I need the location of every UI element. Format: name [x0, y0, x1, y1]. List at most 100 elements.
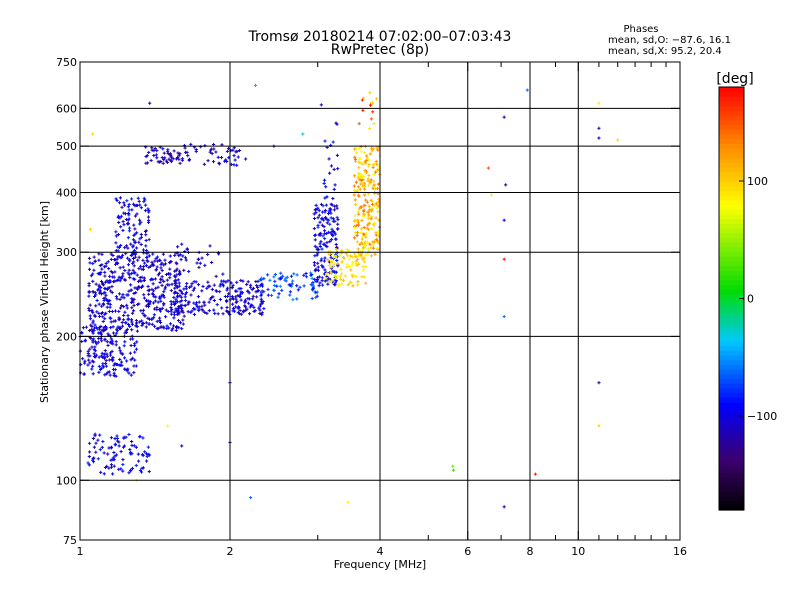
data-point	[150, 260, 154, 264]
data-point	[171, 327, 175, 331]
data-point	[156, 273, 160, 277]
data-point	[109, 320, 113, 324]
data-point	[156, 160, 160, 164]
colorbar-segment	[719, 162, 744, 168]
data-point	[262, 307, 266, 311]
x-tick-label: 10	[571, 545, 585, 558]
data-point	[597, 126, 601, 130]
data-point	[119, 243, 123, 248]
data-point	[221, 312, 225, 316]
data-point	[325, 195, 329, 199]
data-point	[368, 180, 372, 184]
data-point	[366, 247, 370, 251]
data-point	[251, 294, 255, 298]
data-point	[147, 299, 151, 303]
data-point	[245, 282, 249, 287]
data-point	[172, 310, 176, 314]
y-tick-label: 400	[56, 186, 77, 199]
data-point	[368, 242, 372, 246]
data-point	[93, 345, 97, 349]
colorbar-segment	[719, 270, 744, 276]
data-point	[357, 172, 361, 176]
data-point	[353, 252, 357, 256]
data-point	[192, 280, 196, 284]
data-point	[370, 227, 374, 231]
data-point	[146, 220, 151, 224]
data-point	[135, 273, 139, 277]
data-point	[119, 360, 124, 364]
colorbar-segment	[719, 448, 744, 455]
colorbar-segment	[719, 340, 744, 347]
data-point	[248, 285, 253, 289]
data-point	[180, 242, 184, 246]
data-point	[112, 275, 116, 279]
data-point	[125, 199, 129, 203]
data-point	[339, 277, 343, 281]
data-point	[211, 142, 216, 147]
colorbar-segment	[719, 500, 744, 506]
data-point	[370, 202, 375, 206]
data-point	[357, 160, 361, 164]
data-point	[322, 225, 326, 229]
data-point	[104, 293, 108, 297]
data-point	[126, 322, 131, 327]
data-point	[164, 308, 168, 312]
colorbar: 100 0 −100	[718, 86, 777, 511]
data-point	[106, 343, 110, 348]
data-point	[196, 283, 201, 287]
data-point	[210, 151, 214, 156]
data-point	[304, 275, 309, 279]
data-point	[334, 276, 338, 280]
data-point	[106, 370, 110, 374]
data-point	[109, 446, 113, 450]
data-point	[103, 349, 107, 353]
data-point	[329, 261, 333, 266]
data-point	[187, 157, 192, 161]
data-point	[316, 265, 320, 269]
data-point	[246, 301, 251, 305]
data-point	[357, 122, 361, 126]
data-point	[214, 150, 218, 154]
data-point	[125, 359, 129, 363]
data-point	[335, 247, 339, 252]
data-point	[146, 215, 151, 219]
data-point	[123, 268, 127, 273]
data-point	[146, 316, 150, 320]
data-point	[103, 280, 108, 284]
data-point	[87, 256, 92, 260]
data-point	[187, 300, 191, 304]
data-point	[108, 373, 112, 377]
data-point	[154, 268, 158, 272]
data-point	[168, 276, 172, 280]
data-point	[361, 108, 365, 112]
data-point	[327, 260, 332, 264]
data-point	[175, 267, 179, 271]
data-point	[336, 261, 340, 266]
data-point	[371, 147, 375, 151]
colorbar-segment	[719, 119, 744, 126]
colorbar-segment	[719, 260, 744, 267]
data-point	[367, 163, 371, 167]
data-point	[182, 268, 186, 272]
data-point	[302, 284, 306, 288]
data-point	[202, 162, 206, 166]
data-point	[129, 197, 134, 201]
x-tick-label: 8	[527, 545, 534, 558]
data-point	[310, 276, 314, 281]
data-point	[331, 196, 335, 201]
data-point	[100, 445, 104, 449]
data-point	[363, 240, 367, 244]
data-point	[375, 186, 380, 190]
data-point	[121, 458, 125, 462]
data-point	[171, 157, 175, 161]
data-point	[154, 257, 158, 261]
data-point	[90, 359, 94, 363]
data-point	[139, 285, 144, 290]
data-point	[361, 257, 365, 261]
data-point	[99, 366, 103, 371]
colorbar-segment	[719, 134, 744, 140]
data-point	[361, 264, 365, 269]
data-point	[356, 247, 360, 251]
data-point	[322, 242, 326, 246]
colorbar-segment	[719, 293, 744, 300]
